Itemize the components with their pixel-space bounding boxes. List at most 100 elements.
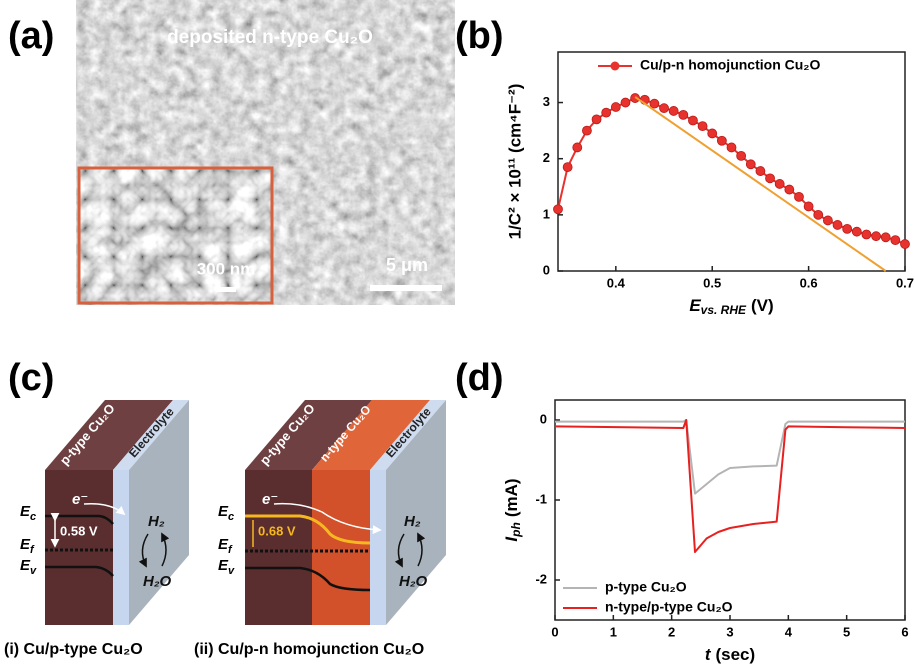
data-point: [688, 115, 698, 126]
data-point: [553, 204, 563, 215]
reaction-arrow: [161, 532, 170, 567]
product-label: H₂O: [143, 573, 172, 590]
x-tick-label: 6: [901, 624, 908, 639]
p-top: [45, 400, 173, 470]
data-point: [813, 209, 824, 220]
data-point: [832, 220, 843, 230]
data-point: [659, 103, 669, 114]
axis-label-main: E: [689, 296, 701, 315]
electrolyte-front: [113, 470, 129, 625]
data-point: [900, 239, 910, 249]
electrolyte-top: [370, 400, 446, 470]
side-face: [386, 400, 446, 625]
electron-arrow: [273, 502, 382, 535]
data-point: [784, 184, 795, 195]
data-point: [591, 114, 602, 125]
data-point: [601, 107, 612, 118]
data-point: [880, 232, 891, 243]
axis-label-unit: (mA): [502, 478, 521, 517]
chart: (d) 0 1 2 3 4 5 6 0 -1 -2 t (sec) Iph (mA) p-type Cu₂O n…: [455, 357, 909, 664]
x-tick-label: 4: [785, 624, 793, 639]
reaction-arrow: [417, 532, 426, 567]
level-main: E: [218, 557, 229, 574]
y-tick-label: 1: [543, 206, 550, 221]
product-label: H₂: [148, 513, 165, 530]
level-label: Ef: [218, 536, 233, 556]
legend-label: Cu/p-n homojunction Cu₂O: [640, 57, 821, 73]
inset-scale-bar: [216, 287, 236, 292]
panel-label: (b): [455, 15, 504, 57]
electrolyte-front: [370, 470, 386, 625]
sem-inset: [77, 166, 274, 305]
axis-label-unit: (V): [751, 296, 774, 315]
legend-marker: [610, 61, 620, 71]
diagram-i: p-type Cu₂O Electrolyte 0.58 V e⁻ H₂ H₂O…: [4, 400, 189, 658]
data-line: [555, 419, 905, 495]
level-sub: f: [228, 544, 233, 556]
x-tick-label: 1: [610, 624, 617, 639]
x-tick-label: 3: [726, 624, 733, 639]
x-tick-label: 2: [668, 624, 675, 639]
electron-label: e⁻: [72, 491, 88, 508]
valence-band: [45, 565, 114, 577]
level-label: Ec: [20, 503, 36, 523]
x-tick-label: 0.6: [800, 275, 818, 290]
panel-label: (d): [455, 357, 504, 399]
data-point: [755, 166, 766, 176]
level-label: Ev: [20, 557, 37, 577]
y-tick-label: -1: [535, 491, 547, 506]
data-point: [572, 142, 583, 153]
y-tick-label: 0: [540, 411, 547, 426]
n-front: [312, 470, 370, 625]
level-sub: c: [30, 511, 36, 523]
reaction-arrow: [394, 533, 405, 568]
electron-label: e⁻: [262, 491, 278, 508]
x-axis-label: Evs. RHE (V): [689, 296, 773, 317]
panel-label: (c): [8, 357, 54, 399]
diagram-caption: (i) Cu/p-type Cu₂O: [4, 641, 143, 658]
data-point: [765, 173, 775, 184]
data-point: [890, 235, 901, 246]
caption: deposited n-type Cu₂O: [167, 27, 373, 48]
data-point: [697, 121, 708, 132]
data-point: [736, 150, 747, 161]
level-main: E: [218, 536, 229, 553]
data-point: [851, 226, 862, 237]
data-point: [707, 128, 718, 139]
y-tick-label: 2: [543, 150, 550, 165]
y-axis-label: 1/C² × 10¹¹ (cm⁴F⁻²): [505, 84, 524, 240]
chart: (b) 0.4 0.5 0.6 0.7 0 1 2 3 Evs. RHE (V) 1/C² × 10¹…: [455, 15, 914, 317]
p-top: [245, 400, 372, 470]
axis-label-main: I: [502, 536, 521, 542]
data-point: [620, 97, 631, 108]
product-label: H₂: [404, 513, 421, 530]
level-labels: Ec Ef Ev: [218, 503, 235, 577]
diagram-caption: (ii) Cu/p-n homojunction Cu₂O: [194, 641, 424, 658]
data-point: [745, 159, 756, 170]
x-axis-label: t (sec): [705, 645, 755, 664]
data-point: [822, 215, 833, 226]
x-tick-label: 0.4: [607, 275, 626, 290]
product-label: H₂O: [399, 573, 428, 590]
axis-label-sub: ph: [509, 522, 523, 538]
data-point: [794, 191, 804, 202]
data-line: [554, 419, 906, 553]
level-sub: v: [30, 565, 37, 577]
inset-scale-label: 300 nm: [197, 259, 256, 278]
reaction-arrow: [138, 533, 149, 568]
level-main: E: [20, 557, 31, 574]
y-tick-label: 3: [543, 94, 550, 109]
p-front: [245, 470, 312, 625]
level-labels: Ec Ef Ev: [20, 503, 37, 577]
data-line: [557, 97, 906, 245]
data-point: [716, 135, 727, 146]
side-face: [129, 400, 189, 625]
level-label: Ef: [20, 536, 35, 556]
data-point: [582, 125, 592, 136]
legend-label: n-type/p-type Cu₂O: [605, 599, 733, 615]
n-top: [312, 400, 430, 470]
level-label: Ec: [218, 503, 234, 523]
data-point: [610, 102, 621, 112]
data-point: [726, 142, 737, 153]
